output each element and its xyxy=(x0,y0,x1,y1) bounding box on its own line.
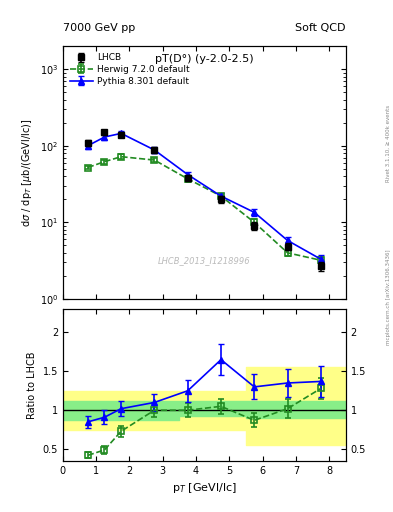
Y-axis label: d$\sigma$ / dp$_T$ [$\mu$b/(GeVl/lc)]: d$\sigma$ / dp$_T$ [$\mu$b/(GeVl/lc)] xyxy=(20,118,34,227)
X-axis label: p$_T$ [GeVl/lc]: p$_T$ [GeVl/lc] xyxy=(172,481,237,495)
Text: Soft QCD: Soft QCD xyxy=(296,23,346,33)
Text: Rivet 3.1.10, ≥ 400k events: Rivet 3.1.10, ≥ 400k events xyxy=(386,105,391,182)
Text: mcplots.cern.ch [arXiv:1306.3436]: mcplots.cern.ch [arXiv:1306.3436] xyxy=(386,249,391,345)
Text: 7000 GeV pp: 7000 GeV pp xyxy=(63,23,135,33)
Text: LHCB_2013_I1218996: LHCB_2013_I1218996 xyxy=(158,257,251,266)
Y-axis label: Ratio to LHCB: Ratio to LHCB xyxy=(27,351,37,419)
Text: pT(D°) (y-2.0-2.5): pT(D°) (y-2.0-2.5) xyxy=(155,54,253,63)
Legend: LHCB, Herwig 7.2.0 default, Pythia 8.301 default: LHCB, Herwig 7.2.0 default, Pythia 8.301… xyxy=(67,51,193,89)
